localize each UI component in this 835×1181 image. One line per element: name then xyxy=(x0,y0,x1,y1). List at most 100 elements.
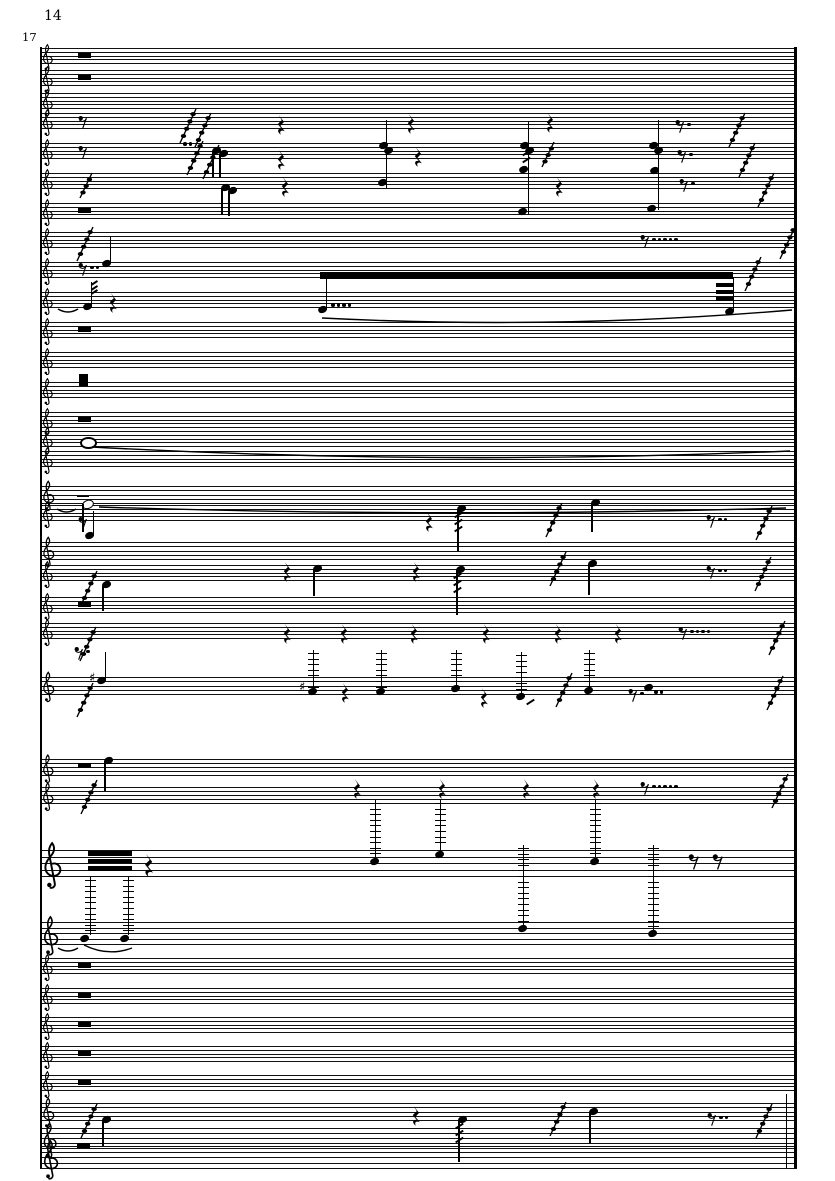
augmentation-dot xyxy=(668,237,673,242)
staff-line xyxy=(40,1049,797,1051)
tremolo-slash xyxy=(453,586,463,594)
note xyxy=(647,928,658,938)
augmentation-dot xyxy=(723,517,728,522)
staff-line xyxy=(40,991,797,993)
staff-line xyxy=(40,359,797,361)
eighth-rest xyxy=(707,1113,716,1126)
quarter-rest xyxy=(145,854,154,877)
staff-line xyxy=(40,799,797,801)
staff-line xyxy=(40,48,797,50)
staff-line xyxy=(40,694,797,696)
ledger-line xyxy=(584,675,595,677)
treble-clef-icon xyxy=(42,198,53,226)
staff-line xyxy=(40,961,797,963)
treble-clef-icon xyxy=(42,168,53,196)
ledger-line xyxy=(435,836,446,838)
treble-clef-icon xyxy=(42,983,53,1011)
staff-line xyxy=(40,630,797,632)
eighth-rest xyxy=(74,647,83,660)
note-run xyxy=(179,108,197,144)
staff-line xyxy=(40,419,797,421)
staff-line xyxy=(40,685,797,687)
quarter-rest xyxy=(614,624,622,644)
quarter-rest xyxy=(281,177,289,197)
staff-line xyxy=(40,1151,797,1153)
augmentation-dot xyxy=(718,568,722,573)
augmentation-dot xyxy=(687,122,691,127)
staff-line xyxy=(40,55,797,57)
whole-rest xyxy=(78,53,91,58)
ledger-line xyxy=(123,919,134,921)
ledger-line xyxy=(518,920,529,922)
staff-line xyxy=(40,999,797,1001)
ledger-line xyxy=(518,915,529,917)
ledger-line xyxy=(516,688,527,690)
staff-line xyxy=(40,597,797,599)
ledger-line xyxy=(518,909,529,911)
ledger-line xyxy=(590,814,601,816)
note-run xyxy=(194,112,212,148)
note-stem xyxy=(588,563,590,595)
staff-line xyxy=(40,775,797,777)
augmentation-dot xyxy=(668,784,673,789)
ledger-line xyxy=(123,930,134,932)
quarter-rest xyxy=(410,624,418,644)
treble-clef-icon xyxy=(42,1012,53,1040)
ledger-line xyxy=(376,658,387,660)
ledger-line xyxy=(77,496,89,498)
note-stem xyxy=(523,845,525,926)
staff-line xyxy=(40,434,797,436)
note-run xyxy=(744,256,762,292)
staff-line xyxy=(40,787,797,789)
staff-line xyxy=(40,431,797,433)
staff-line xyxy=(40,559,797,561)
ledger-line xyxy=(648,881,659,883)
note-stem xyxy=(313,568,315,596)
staff-line xyxy=(40,763,797,765)
staff-line xyxy=(40,634,797,636)
note xyxy=(589,856,600,866)
staff-line xyxy=(40,486,797,488)
staff-line xyxy=(40,210,797,212)
staff-line xyxy=(40,415,797,417)
ledger-line xyxy=(123,891,134,893)
augmentation-dot xyxy=(695,629,700,634)
staff-line xyxy=(40,869,797,871)
note-stem xyxy=(325,277,327,309)
ledger-line xyxy=(308,664,319,666)
note-stem xyxy=(456,650,458,687)
ledger-line xyxy=(648,859,659,861)
augmentation-dot xyxy=(86,649,90,654)
ledger-line xyxy=(584,664,595,666)
ledger-line xyxy=(518,870,529,872)
staff-line xyxy=(40,355,797,357)
ledger-line xyxy=(376,675,387,677)
treble-clef-icon xyxy=(42,227,53,255)
staff-line xyxy=(40,623,797,625)
ledger-line xyxy=(451,669,462,671)
staff-line xyxy=(40,262,797,264)
tremolo-slash xyxy=(454,525,464,533)
staff-line xyxy=(40,173,797,175)
eighth-rest xyxy=(706,515,715,528)
staff-line xyxy=(40,128,797,130)
ledger-line xyxy=(370,819,381,821)
note-run xyxy=(80,1103,98,1139)
eighth-rest xyxy=(677,150,686,163)
staff-line xyxy=(40,969,797,971)
staff-line xyxy=(40,944,797,946)
ledger-line xyxy=(590,847,601,849)
whole-rest xyxy=(78,1022,91,1027)
staff-line xyxy=(40,850,797,852)
staff-line xyxy=(40,973,797,975)
staff-line xyxy=(40,498,797,500)
note xyxy=(450,683,461,693)
staff-line xyxy=(40,1168,797,1170)
augmentation-dot xyxy=(342,303,346,307)
staff-line xyxy=(40,565,797,567)
treble-clef-icon xyxy=(42,257,53,285)
staff-line xyxy=(40,352,797,354)
staff-line xyxy=(40,265,797,267)
barline xyxy=(40,47,42,1168)
staff-line xyxy=(40,1107,797,1109)
